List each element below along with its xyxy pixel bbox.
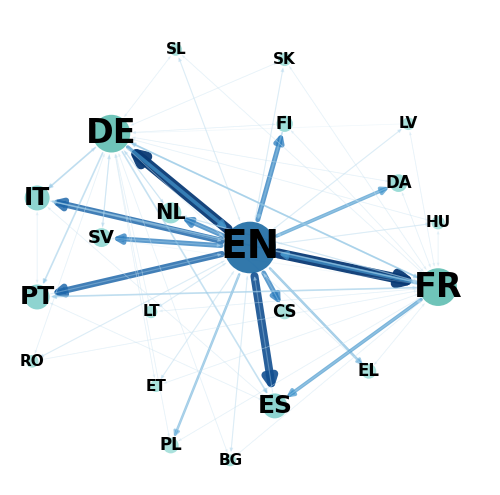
Text: PL: PL <box>160 437 182 454</box>
Circle shape <box>432 216 445 229</box>
Text: LT: LT <box>142 304 160 319</box>
Circle shape <box>276 116 293 132</box>
Circle shape <box>24 285 50 309</box>
Circle shape <box>170 43 182 56</box>
Circle shape <box>26 355 38 368</box>
Circle shape <box>278 53 291 66</box>
Text: DA: DA <box>385 174 412 192</box>
Circle shape <box>277 304 292 319</box>
Circle shape <box>92 115 130 152</box>
Text: PT: PT <box>20 285 55 309</box>
Circle shape <box>362 364 376 379</box>
Text: ES: ES <box>257 394 292 418</box>
Circle shape <box>224 222 276 273</box>
Text: EN: EN <box>220 229 280 266</box>
Text: BG: BG <box>218 453 242 468</box>
Circle shape <box>150 380 162 392</box>
Text: SV: SV <box>88 229 115 247</box>
Text: SK: SK <box>274 52 296 67</box>
Circle shape <box>224 454 236 466</box>
Circle shape <box>402 117 414 130</box>
Text: EL: EL <box>358 362 380 380</box>
Circle shape <box>24 186 50 210</box>
Text: SL: SL <box>166 42 186 57</box>
Text: CS: CS <box>272 303 297 321</box>
Circle shape <box>262 394 287 418</box>
Circle shape <box>163 438 178 453</box>
Circle shape <box>92 228 111 247</box>
Text: HU: HU <box>426 215 450 230</box>
Text: LV: LV <box>399 116 418 131</box>
Text: IT: IT <box>24 186 50 210</box>
Text: FR: FR <box>414 271 463 303</box>
Text: FI: FI <box>276 115 293 133</box>
Text: NL: NL <box>156 203 186 223</box>
Circle shape <box>144 305 158 318</box>
Text: RO: RO <box>20 354 44 369</box>
Circle shape <box>390 174 407 192</box>
Text: ET: ET <box>146 379 167 394</box>
Circle shape <box>160 202 182 223</box>
Circle shape <box>419 268 457 306</box>
Text: DE: DE <box>86 117 136 150</box>
